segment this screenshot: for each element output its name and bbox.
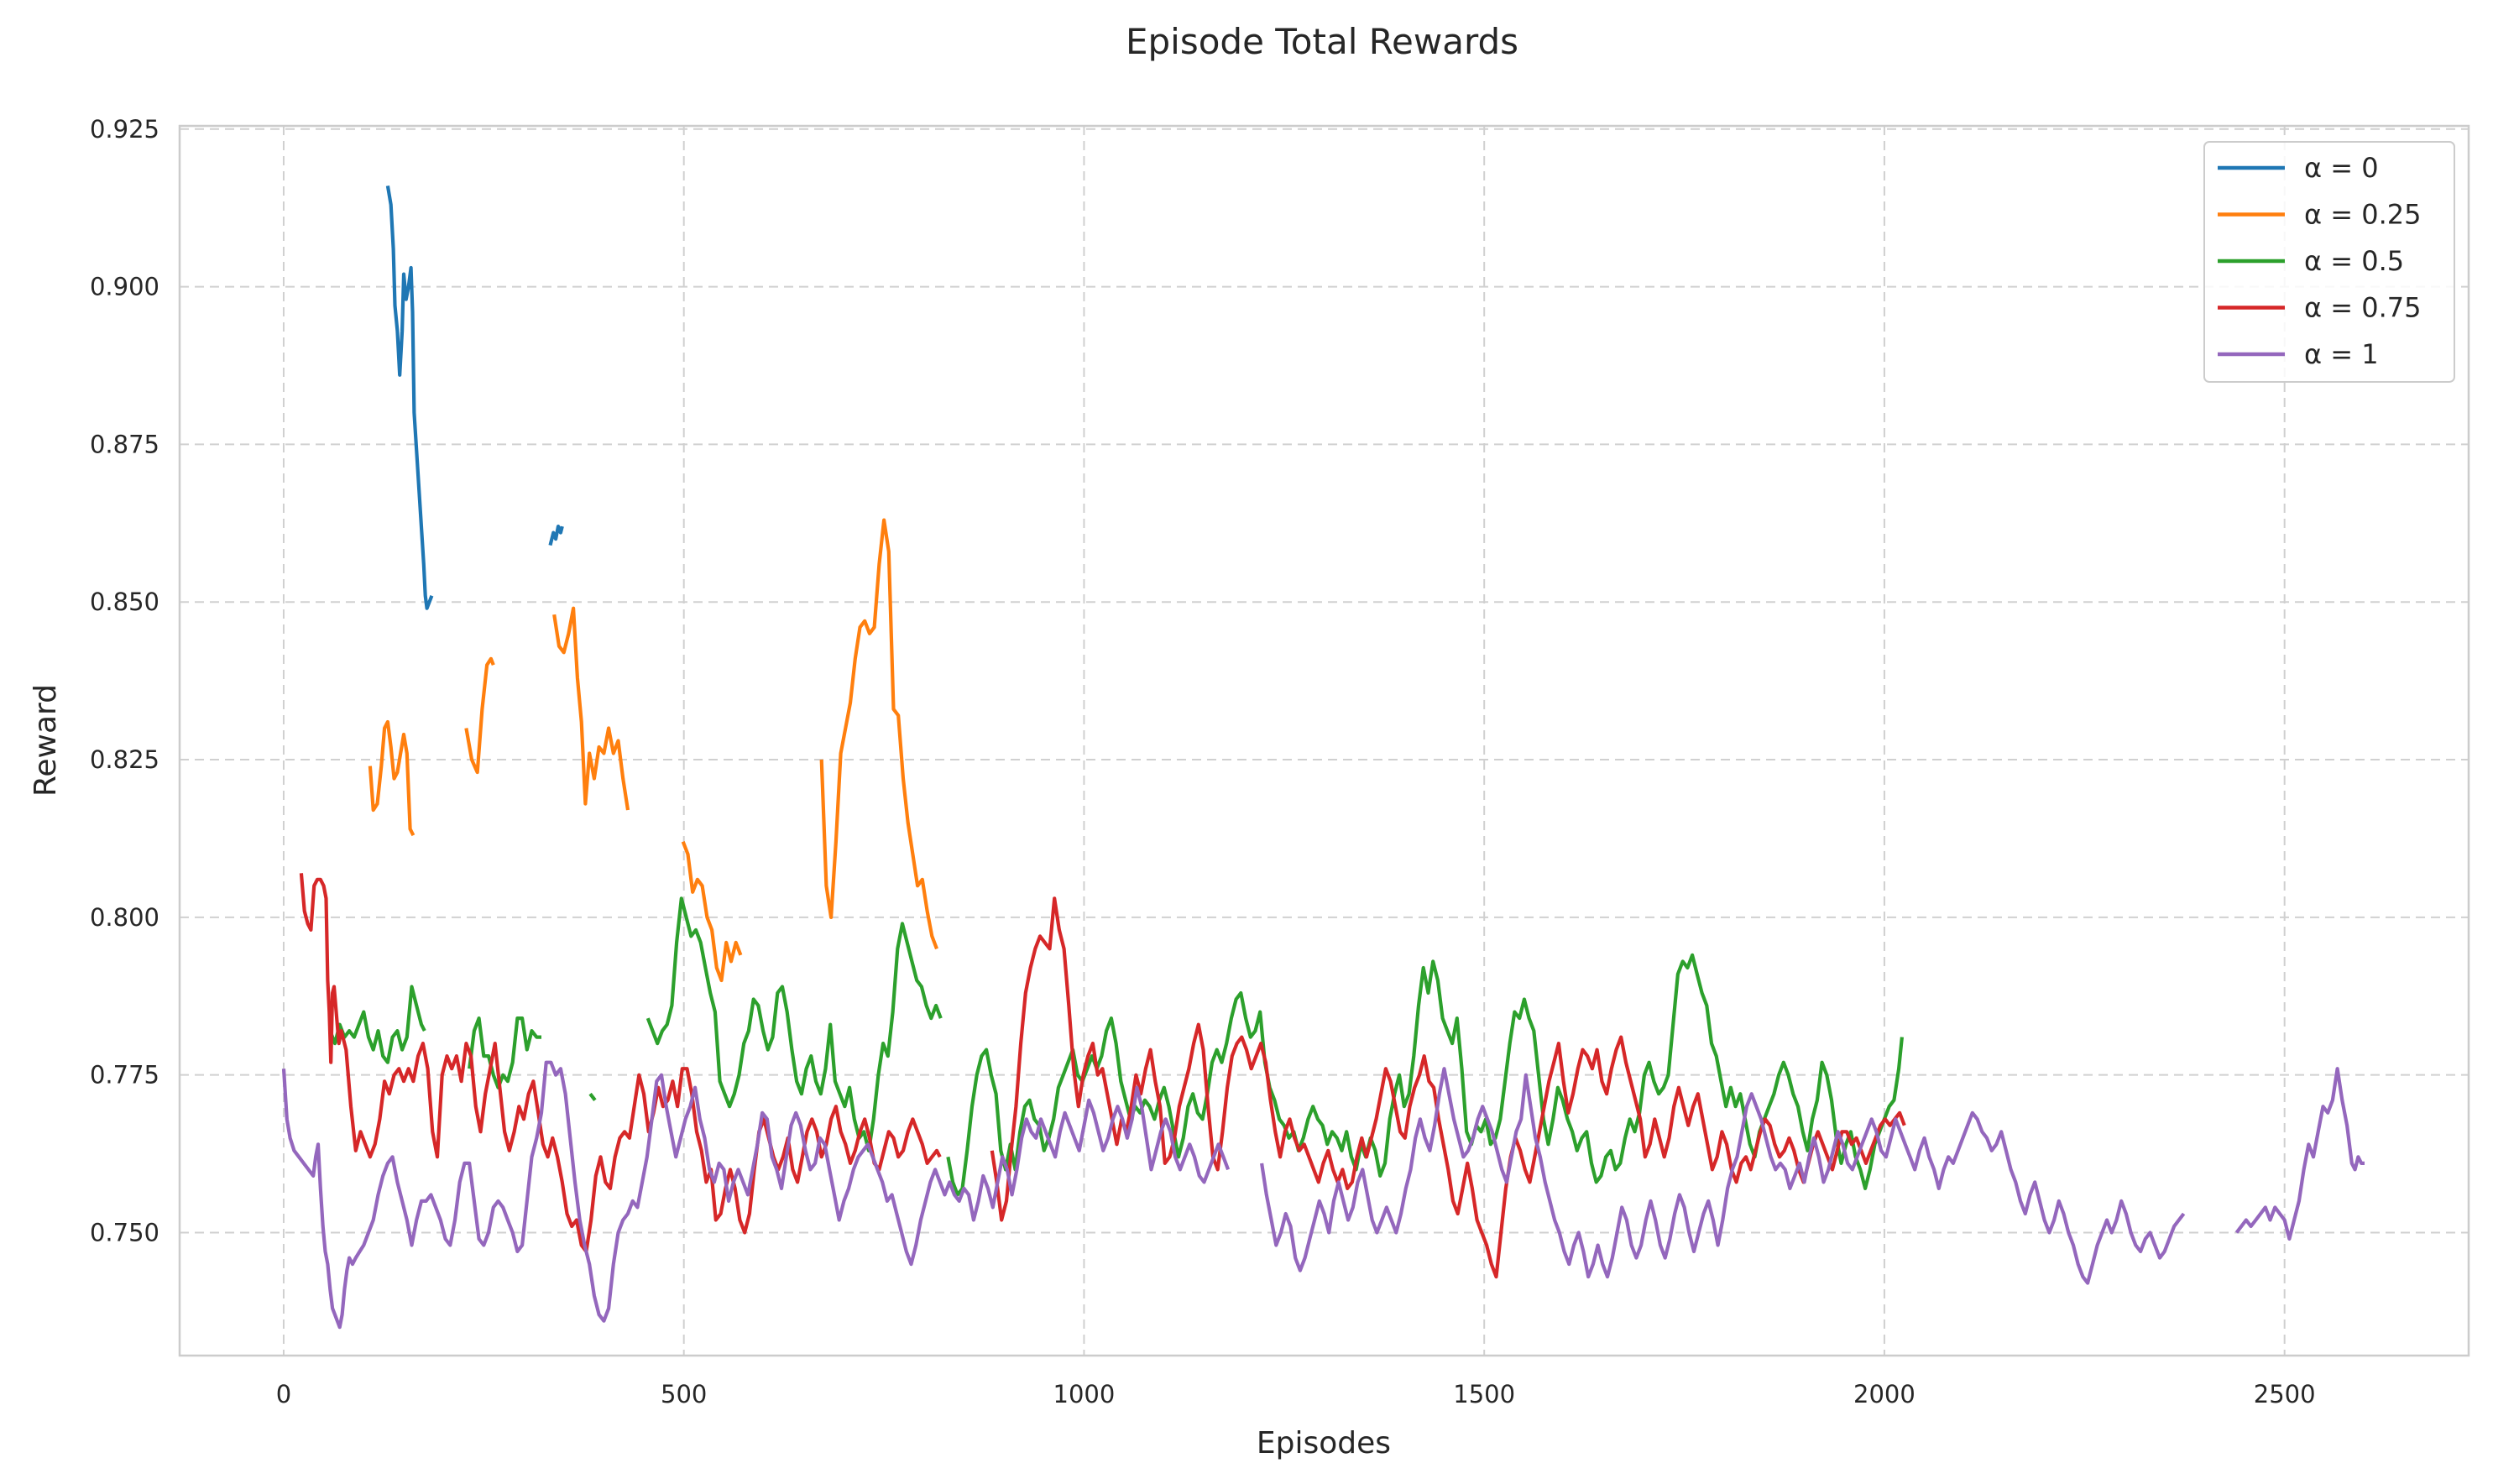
series-line <box>281 1060 1231 1330</box>
series-line <box>328 985 426 1064</box>
y-tick-label: 0.900 <box>90 273 159 301</box>
series-line <box>2234 1067 2365 1241</box>
y-tick-label: 0.825 <box>90 745 159 774</box>
series-line <box>552 606 630 811</box>
legend-entries: α = 0 α = 0.25 α = 0.5 α = 0.75 α = 1 <box>2218 152 2422 370</box>
x-tick-label: 2500 <box>2254 1380 2316 1408</box>
y-tick-label: 0.775 <box>90 1061 159 1089</box>
series-line <box>464 656 495 775</box>
y-tick-labels: 0.750 0.775 0.800 0.825 0.850 0.875 0.900 0.925 <box>90 115 159 1247</box>
legend-label: α = 0.5 <box>2304 245 2404 277</box>
series-line <box>990 896 1906 1279</box>
x-tick-label: 2000 <box>1853 1380 1915 1408</box>
legend-label: α = 0.25 <box>2304 199 2422 231</box>
legend-label: α = 1 <box>2304 338 2379 370</box>
legend-label: α = 0 <box>2304 152 2379 184</box>
y-tick-label: 0.925 <box>90 115 159 144</box>
x-tick-label: 1000 <box>1053 1380 1116 1408</box>
series-line <box>385 186 434 610</box>
y-tick-label: 0.750 <box>90 1219 159 1247</box>
series-line <box>819 518 938 950</box>
x-tick-label: 500 <box>661 1380 707 1408</box>
series-layer <box>281 186 2365 1330</box>
series-line <box>681 840 743 983</box>
series-1 <box>368 518 938 983</box>
y-tick-label: 0.800 <box>90 903 159 932</box>
series-line <box>368 719 416 837</box>
x-axis-label: Episodes <box>1257 1426 1391 1460</box>
series-0 <box>385 186 564 610</box>
series-line <box>645 896 943 1152</box>
series-line <box>468 1016 541 1089</box>
x-tick-label: 1500 <box>1453 1380 1515 1408</box>
plot-frame <box>178 124 2470 1357</box>
series-line <box>299 873 942 1254</box>
legend-label: α = 0.75 <box>2304 292 2422 324</box>
legend: α = 0 α = 0.25 α = 0.5 α = 0.75 α = 1 <box>2203 141 2455 383</box>
series-line <box>588 1092 597 1101</box>
series-3 <box>299 873 1906 1279</box>
series-line <box>1260 1067 2186 1285</box>
grid-layer <box>180 126 2469 1356</box>
y-tick-label: 0.850 <box>90 588 159 616</box>
y-tick-label: 0.875 <box>90 430 159 458</box>
series-4 <box>281 1060 2365 1330</box>
chart-title: Episode Total Rewards <box>1126 21 1518 62</box>
x-tick-label: 0 <box>276 1380 291 1408</box>
series-line <box>548 524 564 546</box>
legend-box <box>2203 141 2455 383</box>
x-tick-labels: 0 500 1000 1500 2000 2500 <box>276 1380 2316 1408</box>
y-axis-label: Reward <box>29 684 63 797</box>
